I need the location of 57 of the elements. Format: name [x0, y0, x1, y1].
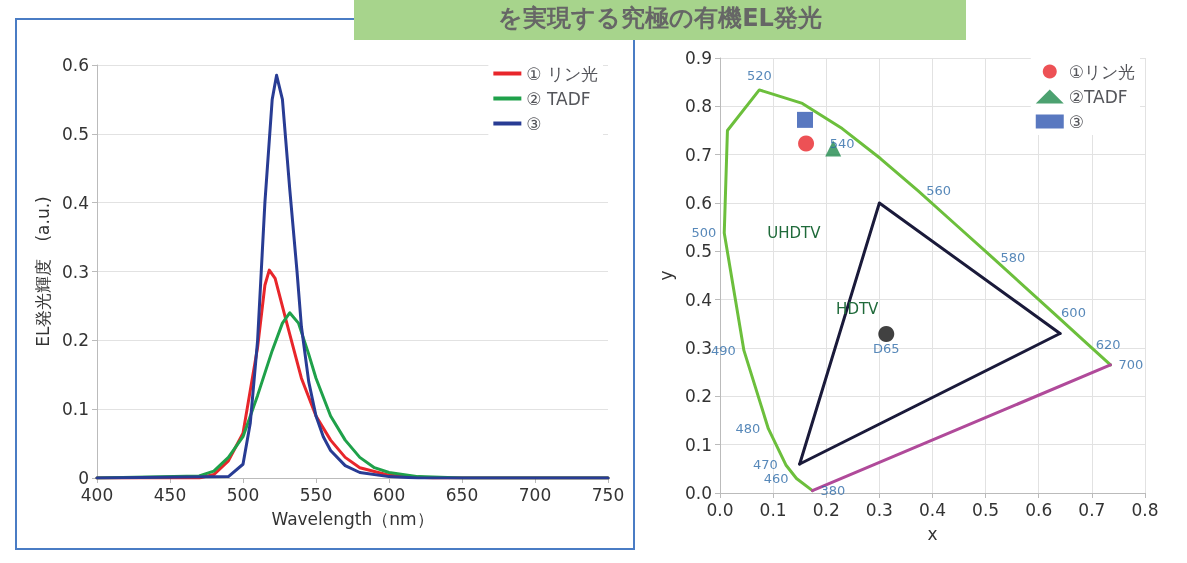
annotation: 560: [926, 183, 951, 199]
annotation: 500: [691, 225, 717, 241]
y-tick-label: 0.8: [684, 96, 712, 117]
x-axis-title: Wavelength（nm）: [271, 508, 434, 529]
annotation: 580: [1000, 250, 1026, 266]
y-tick-label: 0.5: [61, 123, 89, 144]
y-tick-label: 0.6: [61, 55, 89, 75]
annotation: 540: [829, 135, 855, 151]
y-tick-label: 0.6: [684, 193, 712, 213]
x-tick-label: 0.6: [1025, 499, 1053, 520]
x-tick-label: 450: [153, 484, 187, 505]
x-tick-label: 0.3: [865, 499, 893, 520]
y-tick-label: 0.5: [684, 241, 712, 262]
legend-label: ③: [1068, 111, 1085, 132]
text: を実現する究極の有機EL発光: [354, 0, 966, 40]
x-tick-label: 650: [445, 484, 479, 505]
x-tick-label: 0.0: [706, 499, 734, 520]
y-axis-title: EL発光輝度 (a.u.): [32, 196, 53, 347]
y-tick-label: 0.4: [61, 192, 89, 213]
x-tick-label: 0.5: [972, 499, 1000, 520]
y-tick-label: 0.4: [684, 289, 712, 310]
y-tick-label: 0.2: [684, 386, 712, 407]
x-tick-label: 700: [518, 484, 552, 505]
y-tick-label: 0.2: [61, 330, 89, 351]
annotation: 600: [1061, 305, 1086, 321]
y-tick-label: 0.1: [61, 399, 89, 420]
x-tick-label: 550: [299, 484, 333, 505]
x-tick-label: 0.7: [1078, 499, 1106, 520]
annotation: 470: [753, 457, 778, 473]
x-tick-label: 600: [372, 484, 406, 505]
annotation: 700: [1118, 357, 1144, 373]
y-axis-title: y: [655, 270, 676, 281]
y-tick-label: 0.7: [684, 144, 712, 165]
x-tick-label: 500: [226, 484, 260, 505]
legend-label: ①リン光: [1068, 61, 1136, 82]
x-tick-label: 0.4: [918, 499, 947, 520]
x-tick-label: 0.1: [759, 499, 787, 520]
x-tick-label: 0.8: [1131, 499, 1159, 520]
x-tick-label: 0.2: [812, 499, 840, 520]
annotation: 480: [735, 421, 761, 437]
annotation: D65: [873, 340, 900, 356]
x-tick-label: 750: [591, 484, 625, 505]
annotation: 490: [711, 342, 736, 358]
legend-label: ② TADF: [526, 88, 591, 109]
annotation: UHDTV: [767, 223, 822, 242]
y-tick-label: 0.3: [61, 261, 89, 282]
x-axis-title: x: [927, 523, 938, 544]
legend-label: ②TADF: [1068, 86, 1128, 107]
y-tick-label: 0.1: [684, 434, 712, 455]
annotation: 520: [746, 67, 772, 83]
y-tick-label: 0.9: [684, 48, 712, 68]
annotation: 460: [763, 471, 789, 486]
annotation: 620: [1095, 336, 1121, 352]
annotation: 380: [820, 483, 846, 499]
legend-label: ③: [526, 113, 542, 134]
legend-label: ① リン光: [526, 63, 599, 84]
y-tick-label: 0.3: [684, 338, 712, 358]
